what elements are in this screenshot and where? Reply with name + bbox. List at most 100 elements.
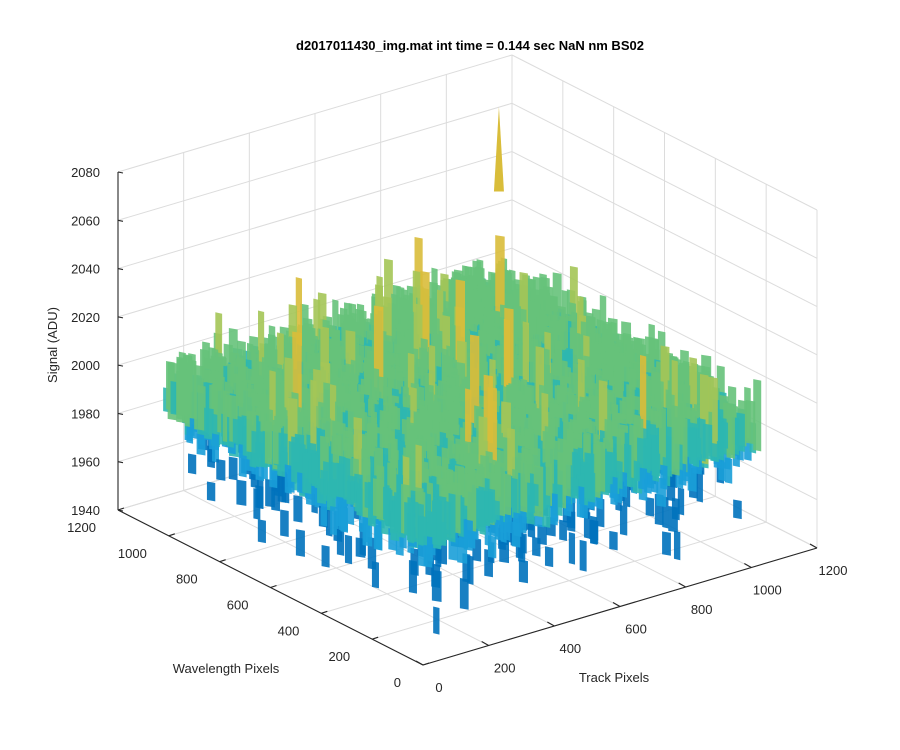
surface-cell <box>257 519 266 544</box>
surface-cell <box>609 530 618 551</box>
grid-line <box>511 247 818 404</box>
x-tick-label: 200 <box>494 661 516 676</box>
surface-cell <box>544 546 554 568</box>
surface-cell <box>526 482 535 514</box>
y-tick-mark <box>321 610 328 614</box>
surface-cell <box>356 488 364 517</box>
surface-cell <box>681 417 688 473</box>
y-tick-label: 800 <box>176 572 198 587</box>
z-tick-label: 2040 <box>71 262 100 277</box>
surface-cell <box>197 385 206 431</box>
surface-cell <box>291 436 300 484</box>
z-tick-mark <box>117 364 124 367</box>
surface-cell <box>204 407 214 440</box>
x-tick-label: 600 <box>625 622 647 637</box>
surface-cell <box>188 453 197 475</box>
surface-cell <box>753 379 762 452</box>
surface-cell <box>327 480 336 512</box>
grid-line <box>511 199 818 356</box>
y-tick-label: 600 <box>227 598 249 613</box>
x-tick-label: 400 <box>559 641 581 656</box>
y-tick-mark <box>422 662 430 666</box>
surface-cell <box>733 499 742 520</box>
x-tick-mark <box>415 660 424 666</box>
surface-cell <box>518 559 528 584</box>
grid-line <box>117 102 513 221</box>
y-tick-label: 400 <box>278 623 300 638</box>
surface-cell <box>652 449 660 482</box>
z-tick-label: 2000 <box>71 358 100 373</box>
surface-cell <box>295 529 305 557</box>
surface-cell <box>726 405 735 459</box>
surface-cell <box>228 456 238 481</box>
surface-cell <box>478 486 485 527</box>
surface-cell <box>520 460 528 513</box>
surface-cell <box>710 442 719 463</box>
surface-cell <box>503 473 512 516</box>
surface-cell <box>721 421 729 449</box>
y-axis-label: Wavelength Pixels <box>173 661 280 676</box>
grid-line <box>511 102 818 259</box>
surface-cell <box>459 577 469 610</box>
surface-cell <box>673 530 681 561</box>
surface-cell <box>216 459 226 481</box>
z-tick-label: 1960 <box>71 455 100 470</box>
surface-cell <box>488 535 497 559</box>
surface-cell <box>645 497 655 517</box>
chart-title: d2017011430_img.mat int time = 0.144 sec… <box>296 38 644 53</box>
surface-cell <box>633 460 640 482</box>
z-tick-mark <box>117 219 124 222</box>
surface-cell <box>662 531 671 556</box>
y-tick-mark <box>117 507 125 511</box>
surface-cell <box>457 537 468 564</box>
surface-cell <box>336 528 345 556</box>
surface-cell <box>347 499 355 526</box>
z-tick-mark <box>117 412 124 415</box>
surface-cell <box>568 532 576 565</box>
surface-cell <box>542 494 551 528</box>
surface-cell <box>433 606 440 635</box>
surface-cell <box>467 477 477 532</box>
surface-cell <box>293 495 303 523</box>
surface-cell <box>311 453 319 486</box>
surface-cell <box>232 418 243 445</box>
surface-cell <box>411 500 419 543</box>
y-tick-label: 0 <box>394 675 401 690</box>
surface-cell <box>410 547 419 576</box>
z-tick-mark <box>117 171 124 174</box>
surface-cell <box>576 485 585 519</box>
grid-line <box>117 54 513 173</box>
surface-cell <box>511 521 521 548</box>
surface-cell <box>696 469 703 503</box>
surface-cell <box>689 427 697 466</box>
x-tick-label: 800 <box>691 602 713 617</box>
surface-cell <box>520 505 527 534</box>
surface-cell <box>376 464 385 521</box>
surface-cell <box>658 407 666 471</box>
z-tick-label: 1940 <box>71 503 100 518</box>
x-tick-mark <box>678 582 686 588</box>
surface-cell <box>344 534 353 565</box>
z-tick-label: 1980 <box>71 406 100 421</box>
surface-cell <box>638 467 648 490</box>
surface-cell <box>584 452 595 500</box>
surface-cell <box>656 477 666 508</box>
surface-cell <box>643 446 651 474</box>
surface-cell <box>724 457 733 484</box>
surface-cell <box>184 379 192 428</box>
surface-cell <box>570 477 579 499</box>
surface-cell <box>590 519 599 545</box>
y-tick-mark <box>219 559 226 563</box>
surface-cell <box>467 555 474 585</box>
y-tick-mark <box>270 584 277 589</box>
surface-cell <box>373 516 383 551</box>
surface-cell <box>668 506 678 533</box>
grid-line <box>117 199 513 318</box>
surface-cell <box>431 569 442 603</box>
z-axis-label: Signal (ADU) <box>45 307 60 383</box>
